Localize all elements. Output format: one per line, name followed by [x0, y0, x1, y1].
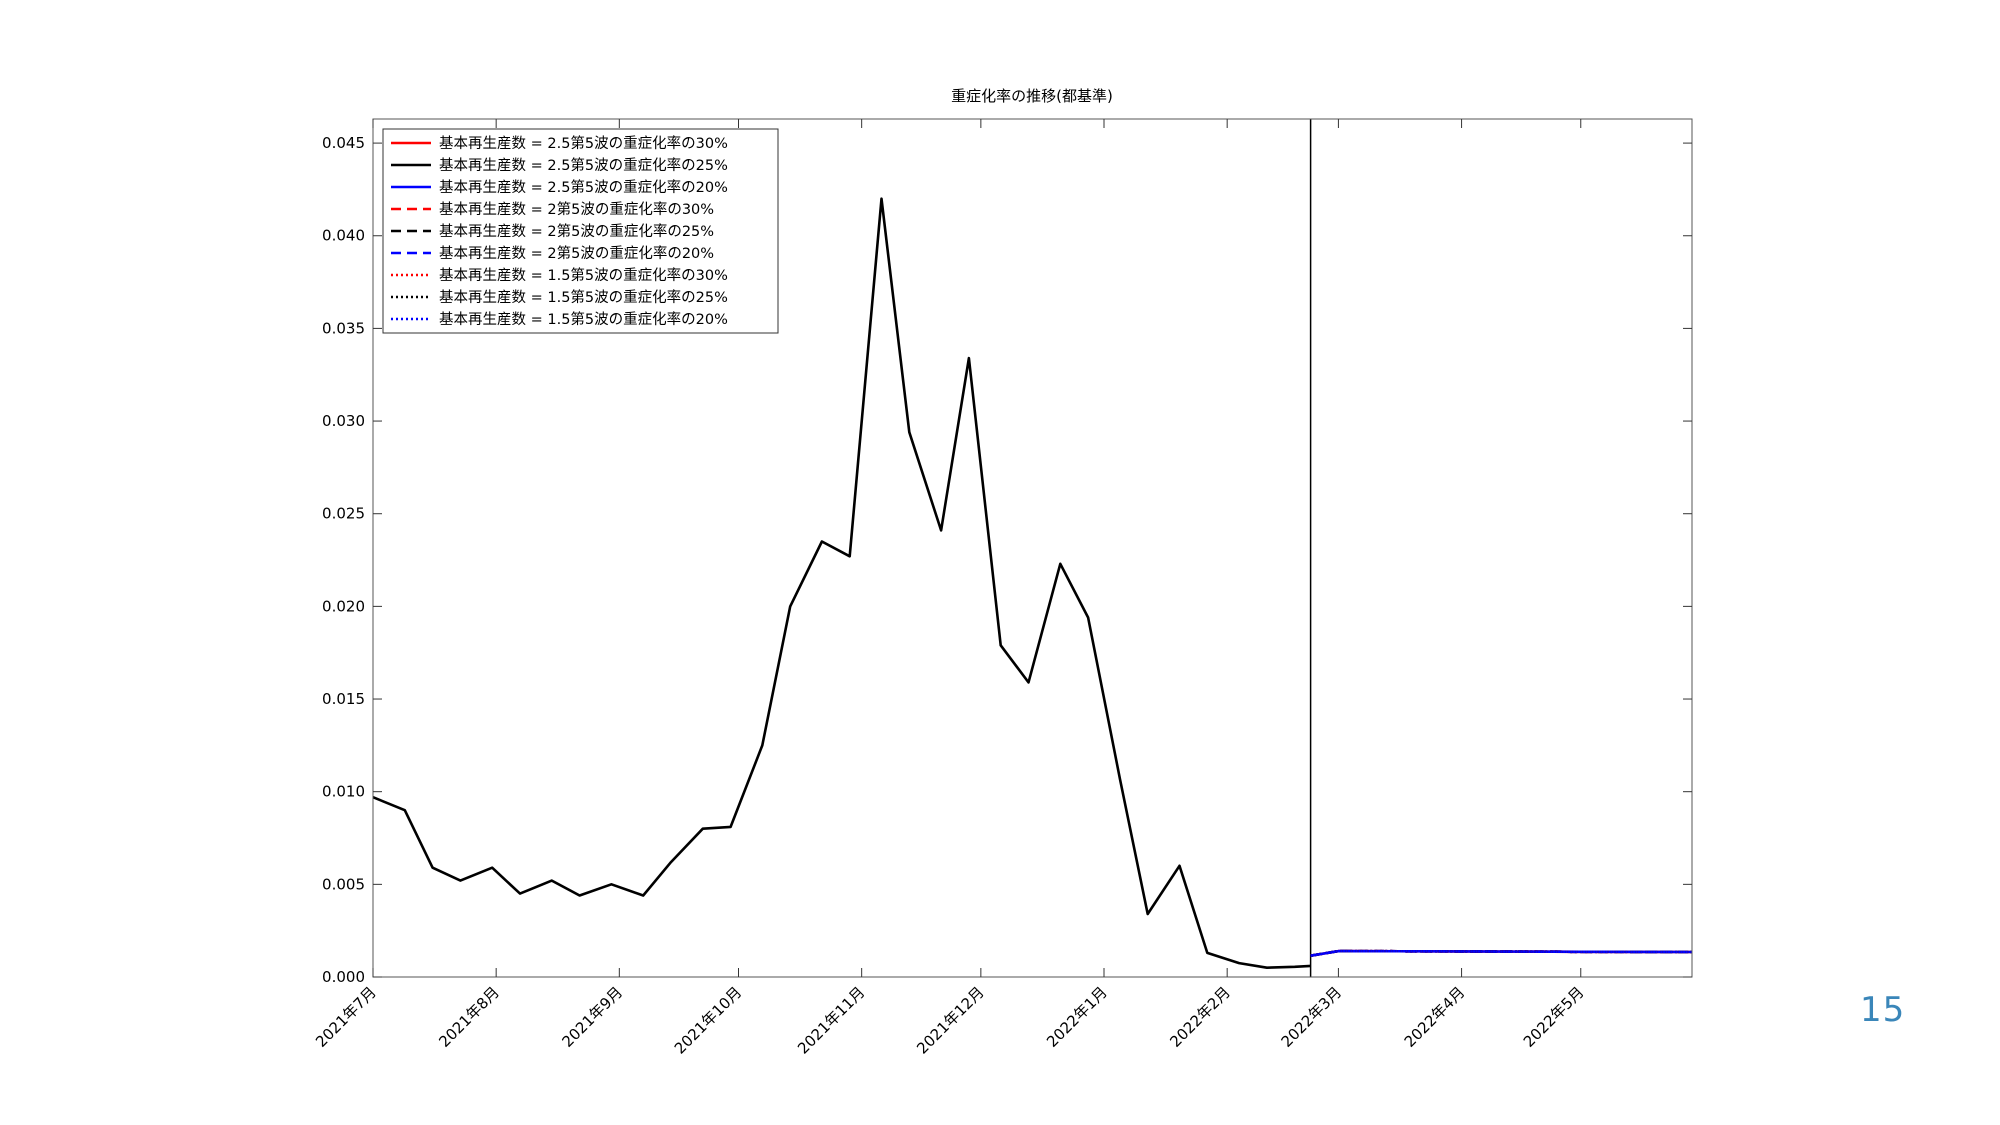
y-tick-label: 0.010: [322, 783, 365, 801]
legend-label-9: 基本再生産数 = 1.5第5波の重症化率の20%: [439, 310, 728, 328]
page-number: 15: [1860, 990, 1906, 1030]
y-tick-label: 0.025: [322, 505, 365, 523]
legend-label-8: 基本再生産数 = 1.5第5波の重症化率の25%: [439, 288, 728, 306]
x-tick-label: 2021年8月: [435, 983, 503, 1051]
series-line-9: [1310, 949, 1693, 957]
legend-box: [382, 128, 779, 334]
plot-area: [372, 119, 1693, 977]
x-tick-label: 2021年7月: [312, 983, 380, 1051]
y-tick-label: 0.015: [322, 690, 365, 708]
y-tick-label: 0.045: [322, 134, 365, 152]
legend: 基本再生産数 = 2.5第5波の重症化率の30% 基本再生産数 = 2.5第5波の…: [382, 128, 779, 334]
axes-box: [372, 118, 1693, 978]
y-tick-label: 0.020: [322, 597, 365, 615]
y-tick-label: 0.000: [322, 968, 365, 986]
legend-label-2: 基本再生産数 = 2.5第5波の重症化率の25%: [439, 156, 728, 174]
series-line-2: [372, 197, 1311, 970]
legend-label-6: 基本再生産数 = 2第5波の重症化率の20%: [439, 244, 714, 262]
x-tick-label: 2021年11月: [794, 983, 868, 1057]
x-tick-label: 2021年9月: [558, 983, 626, 1051]
legend-label-3: 基本再生産数 = 2.5第5波の重症化率の20%: [439, 178, 728, 196]
y-tick-label: 0.005: [322, 875, 365, 893]
x-tick-label: 2022年4月: [1401, 983, 1469, 1051]
x-tick-label: 2021年10月: [671, 983, 745, 1057]
legend-label-4: 基本再生産数 = 2第5波の重症化率の30%: [439, 200, 714, 218]
legend-label-1: 基本再生産数 = 2.5第5波の重症化率の30%: [439, 134, 728, 152]
y-tick-label: 0.035: [322, 319, 365, 337]
x-tick-label: 2022年1月: [1043, 983, 1111, 1051]
y-tick-label: 0.030: [322, 412, 365, 430]
x-tick-label: 2022年2月: [1166, 983, 1234, 1051]
x-tick-label: 2022年5月: [1520, 983, 1588, 1051]
legend-label-7: 基本再生産数 = 1.5第5波の重症化率の30%: [439, 266, 728, 284]
x-tick-label: 2021年12月: [913, 983, 987, 1057]
chart-title: 重症化率の推移(都基準): [951, 87, 1113, 105]
x-tick-label: 2022年3月: [1278, 983, 1346, 1051]
y-tick-label: 0.040: [322, 227, 365, 245]
legend-label-5: 基本再生産数 = 2第5波の重症化率の25%: [439, 222, 714, 240]
